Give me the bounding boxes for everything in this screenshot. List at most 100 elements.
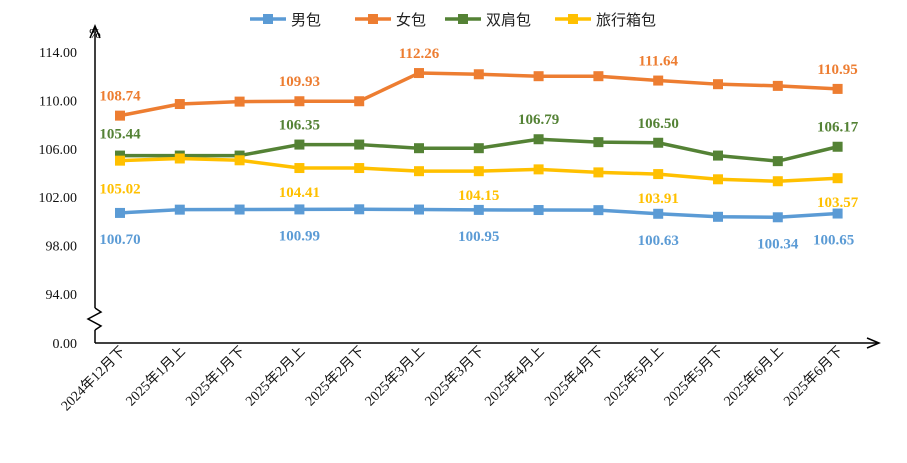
axis-break-icon: [86, 307, 103, 331]
legend-label: 双肩包: [486, 11, 531, 29]
data-point: [354, 163, 365, 174]
x-axis-ticks: 2024年12月下2025年1月上2025年1月下2025年2月上2025年2月…: [58, 344, 846, 415]
data-point: [354, 139, 365, 150]
data-point: [473, 143, 484, 154]
y-tick-label: 94.00: [46, 288, 78, 303]
data-point: [653, 75, 664, 86]
series-line: [119, 71, 838, 118]
data-point: [234, 204, 245, 215]
legend-swatch-marker: [368, 14, 378, 24]
x-tick-label: 2024年12月下: [58, 344, 129, 415]
data-label: 103.91: [638, 191, 679, 207]
x-tick-label: 2025年1月上: [123, 344, 189, 410]
data-point: [115, 207, 125, 218]
data-point: [414, 143, 424, 154]
data-label: 110.95: [817, 62, 857, 78]
data-point: [174, 153, 185, 164]
data-point: [653, 169, 664, 180]
data-point: [414, 68, 424, 79]
data-labels: 100.70 100.99 100.95 100.63 100.34 100.65 108.…: [99, 46, 858, 252]
x-tick-label: 2025年4月上: [482, 344, 548, 410]
data-point: [832, 141, 843, 152]
data-point: [832, 83, 843, 94]
x-tick-label: 2025年1月下: [183, 344, 249, 410]
data-label: 100.65: [813, 233, 854, 249]
data-point: [115, 155, 125, 166]
legend-item: 女包: [355, 11, 426, 29]
y-tick-label: 0.00: [53, 337, 78, 352]
series-1: [115, 68, 843, 121]
data-point: [234, 155, 245, 166]
data-point: [354, 96, 365, 107]
data-point: [713, 211, 723, 222]
data-label: 100.70: [99, 232, 140, 248]
x-tick-label: 2025年5月下: [661, 344, 727, 410]
data-point: [772, 212, 783, 223]
legend-item: 旅行箱包: [555, 11, 656, 29]
data-label: 100.63: [638, 233, 679, 249]
data-point: [593, 205, 604, 216]
data-point: [414, 204, 424, 215]
legend-item: 男包: [250, 11, 321, 29]
data-point: [713, 174, 723, 185]
x-tick-label: 2025年2月上: [242, 344, 308, 410]
data-point: [533, 205, 544, 216]
data-point: [294, 163, 305, 174]
data-point: [772, 176, 783, 187]
data-label: 112.26: [399, 46, 440, 62]
legend-swatch-marker: [458, 14, 468, 24]
data-point: [294, 96, 305, 107]
y-axis-arrow: [89, 24, 101, 39]
data-point: [713, 79, 723, 90]
data-label: 105.44: [99, 127, 141, 143]
series-3: [115, 153, 843, 187]
data-point: [354, 204, 365, 215]
data-point: [593, 167, 604, 178]
data-point: [593, 71, 604, 82]
x-tick-label: 2025年3月上: [362, 344, 428, 410]
data-point: [832, 173, 843, 184]
data-point: [653, 137, 664, 148]
legend-swatch-marker: [263, 14, 273, 24]
chart-series: [115, 68, 843, 223]
data-label: 105.02: [99, 182, 140, 198]
data-point: [473, 204, 484, 215]
data-label: 100.95: [458, 229, 499, 245]
y-tick-label: 114.00: [39, 46, 77, 61]
data-label: 104.15: [458, 188, 499, 204]
x-tick-label: 2025年6月上: [721, 344, 787, 410]
data-point: [294, 139, 305, 150]
y-tick-label: 106.00: [39, 143, 78, 158]
legend-label: 男包: [291, 11, 321, 29]
data-point: [473, 166, 484, 177]
data-label: 100.99: [279, 228, 320, 244]
data-label: 106.35: [279, 118, 320, 134]
data-point: [533, 71, 544, 82]
data-point: [713, 150, 723, 161]
data-label: 106.50: [638, 116, 679, 132]
data-label: 104.41: [279, 185, 320, 201]
y-tick-label: 110.00: [39, 94, 77, 109]
y-tick-label: 98.00: [46, 240, 78, 255]
y-tick-label: 102.00: [39, 191, 78, 206]
chart-axes: [86, 24, 881, 349]
x-tick-label: 2025年4月下: [541, 344, 607, 410]
x-tick-label: 2025年3月下: [422, 344, 488, 410]
data-point: [473, 69, 484, 80]
data-point: [533, 134, 544, 145]
data-point: [174, 99, 185, 110]
series-0: [115, 204, 843, 223]
legend-swatch-marker: [568, 14, 578, 24]
data-point: [294, 204, 305, 215]
data-point: [115, 110, 125, 121]
data-point: [772, 80, 783, 91]
data-label: 100.34: [757, 236, 799, 252]
x-tick-label: 2025年5月上: [601, 344, 667, 410]
data-label: 111.64: [638, 54, 678, 70]
legend-label: 旅行箱包: [596, 11, 656, 29]
data-point: [174, 204, 185, 215]
x-tick-label: 2025年2月下: [302, 344, 368, 410]
data-point: [653, 208, 664, 219]
data-label: 108.74: [99, 89, 141, 105]
